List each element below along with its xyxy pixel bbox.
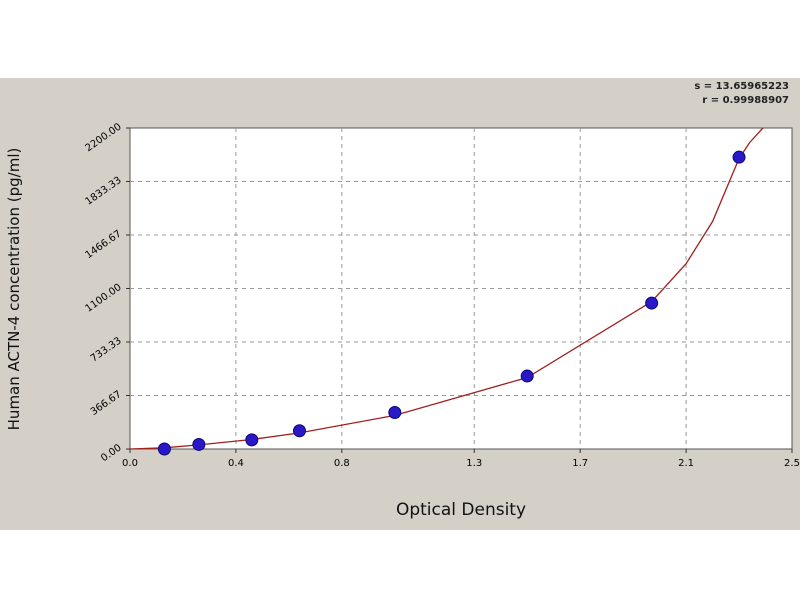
data-point xyxy=(245,433,259,447)
x-tick-label: 2.5 xyxy=(784,458,800,469)
fit-statistics: s = 13.65965223 r = 0.99988907 xyxy=(694,81,789,106)
y-axis-ticks: 0.00 366.67 733.33 1100.00 1466.67 1833.33 220… xyxy=(84,121,130,464)
x-tick-label: 0.4 xyxy=(228,458,244,469)
chart-canvas: s = 13.65965223 r = 0.99988907 0.0 0.4 0.8… xyxy=(5,81,800,520)
x-axis-title: Optical Density xyxy=(396,500,526,520)
x-tick-label: 0.8 xyxy=(334,458,350,469)
x-tick-label: 1.3 xyxy=(466,458,482,469)
x-tick-label: 2.1 xyxy=(678,458,694,469)
chart-panel: s = 13.65965223 r = 0.99988907 0.0 0.4 0.8… xyxy=(0,78,800,530)
y-tick-label: 0.00 xyxy=(99,442,124,464)
data-point xyxy=(192,437,206,451)
stat-line-r: r = 0.99988907 xyxy=(702,95,789,106)
data-point xyxy=(292,424,306,438)
y-tick-label: 2200.00 xyxy=(84,121,124,154)
data-point xyxy=(645,296,659,310)
data-point xyxy=(157,442,171,456)
y-tick-label: 366.67 xyxy=(89,389,124,418)
data-point xyxy=(520,369,534,383)
y-tick-label: 733.33 xyxy=(89,335,124,364)
data-point xyxy=(388,406,402,420)
data-point xyxy=(732,150,746,164)
y-axis-title: Human ACTN-4 concentration (pg/ml) xyxy=(5,148,23,431)
x-tick-label: 0.0 xyxy=(122,458,138,469)
x-axis-ticks: 0.0 0.4 0.8 1.3 1.7 2.1 2.5 xyxy=(122,449,800,469)
data-points xyxy=(157,150,746,456)
y-tick-label: 1833.33 xyxy=(84,175,124,208)
stat-line-s: s = 13.65965223 xyxy=(694,81,789,92)
y-tick-label: 1100.00 xyxy=(84,282,124,315)
x-tick-label: 1.7 xyxy=(572,458,588,469)
grid xyxy=(130,128,792,449)
y-tick-label: 1466.67 xyxy=(84,228,124,261)
